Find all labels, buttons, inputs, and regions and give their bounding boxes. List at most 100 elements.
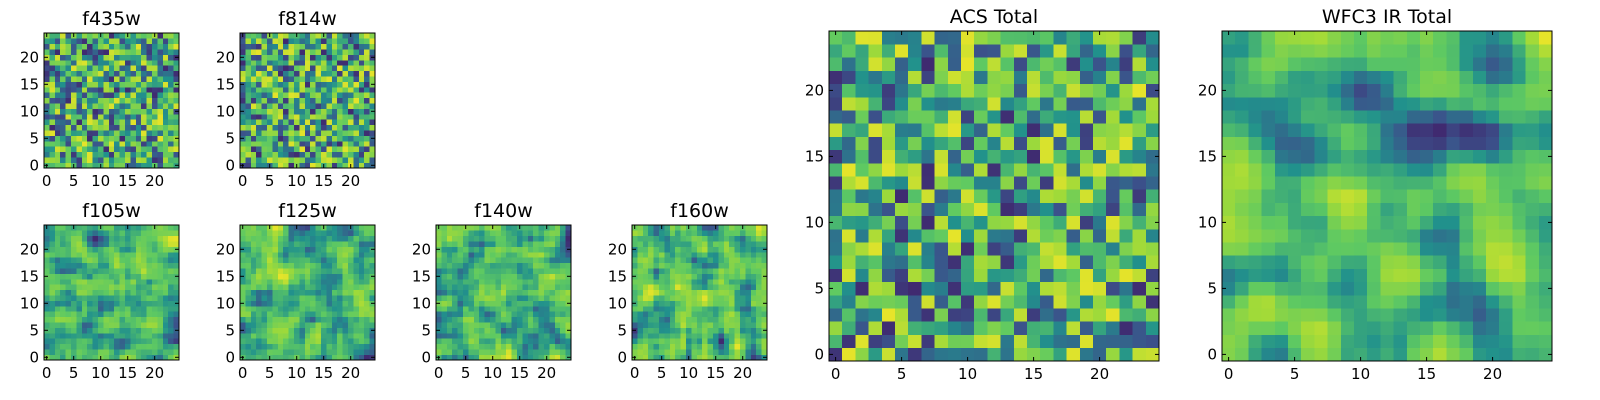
heatmap-cell [321,81,327,88]
heatmap-cell [337,33,343,39]
heatmap-cell [103,103,110,109]
heatmap-cell [750,284,757,291]
heatmap-cell [549,333,556,339]
heatmap-cell [108,97,115,104]
heatmap-cell [49,103,56,109]
heatmap-cell [364,54,370,61]
heatmap-cell [162,349,169,355]
heatmap-cell [1367,229,1381,243]
heatmap-cell [261,146,268,153]
heatmap-cell [98,103,104,109]
heatmap-cell [436,349,442,355]
heatmap-cell [934,31,949,45]
heatmap-cell [162,257,169,264]
heatmap-cell [152,70,158,77]
heatmap-cell [152,38,158,45]
heatmap-cell [1013,83,1028,98]
heatmap-cell [1340,281,1355,296]
heatmap-cell [342,33,349,39]
heatmap-cell [1093,242,1107,256]
heatmap-cell [337,92,343,99]
heatmap-cell [842,321,856,335]
heatmap-cell [157,38,164,45]
heatmap-cell [315,92,322,99]
heatmap-cell [326,124,333,131]
heatmap-cell [947,295,962,309]
heatmap-cell [855,70,869,85]
heatmap-cell [337,162,343,169]
heatmap-cell [299,241,306,247]
heatmap-cell [756,241,762,247]
heatmap-cell [495,241,502,247]
heatmap-cell [696,311,703,318]
heatmap-cell [560,289,566,296]
heatmap-cell [1013,176,1028,190]
heatmap-cell [81,338,88,345]
heatmap-cell [250,124,257,131]
heatmap-cell [1000,31,1015,45]
heatmap-cell [353,97,360,104]
heatmap-cell [103,284,110,291]
heatmap-cell [1538,189,1553,203]
heatmap-cell [500,225,507,231]
heatmap-cell [141,316,147,323]
heatmap-cell [168,354,174,361]
heatmap-cell [632,311,638,318]
heatmap-cell [54,54,61,61]
heatmap-cell [152,103,158,109]
heatmap-cell [1053,321,1067,335]
heatmap-cell [855,268,869,283]
heatmap-cell [157,354,164,361]
heatmap-cell [130,146,137,153]
heatmap-cell [921,149,935,164]
heatmap-cell [125,327,131,334]
heatmap-cell [103,225,110,231]
heatmap-cell [517,268,523,274]
heatmap-cell [54,114,61,120]
heatmap-cell [261,119,268,126]
heatmap-cell [881,136,896,151]
heatmap-cell [479,279,485,285]
heatmap-cell [718,230,725,237]
heatmap-cell [723,252,730,258]
heatmap-cell [669,289,676,296]
heatmap-cell [1380,268,1394,283]
heatmap-cell [49,333,56,339]
heatmap-cell [707,262,714,269]
heatmap-cell [718,322,725,328]
heatmap-cell [533,354,539,361]
heatmap-cell [321,119,327,126]
heatmap-cell [855,242,869,256]
heatmap-cell [1235,229,1249,243]
heatmap-cell [342,108,349,115]
heatmap-cell [637,262,644,269]
heatmap-cell [723,338,730,345]
heatmap-cell [1340,229,1355,243]
heatmap-cell [60,235,66,242]
heatmap-cell [250,43,257,50]
heatmap-cell [868,334,883,349]
heatmap-cell [468,316,475,323]
heatmap-cell [881,295,896,309]
heatmap-cell [288,49,295,55]
heatmap-cell [702,311,708,318]
heatmap-cell [288,333,295,339]
heatmap-cell [921,163,935,177]
heatmap-cell [288,162,295,169]
heatmap-cell [157,87,164,93]
heatmap-cell [369,284,376,291]
heatmap-cell [452,268,458,274]
heatmap-cell [256,108,262,115]
heatmap-cell [1066,242,1081,256]
heatmap-cell [261,49,268,55]
heatmap-cell [669,349,676,355]
heatmap-cell [92,322,99,328]
heatmap-cell [168,38,174,45]
heatmap-cell [1132,57,1147,71]
heatmap-cell [321,76,327,82]
heatmap-cell [310,157,316,163]
heatmap-cell [560,235,566,242]
heatmap-cell [653,289,660,296]
heatmap-cell [1367,334,1381,349]
